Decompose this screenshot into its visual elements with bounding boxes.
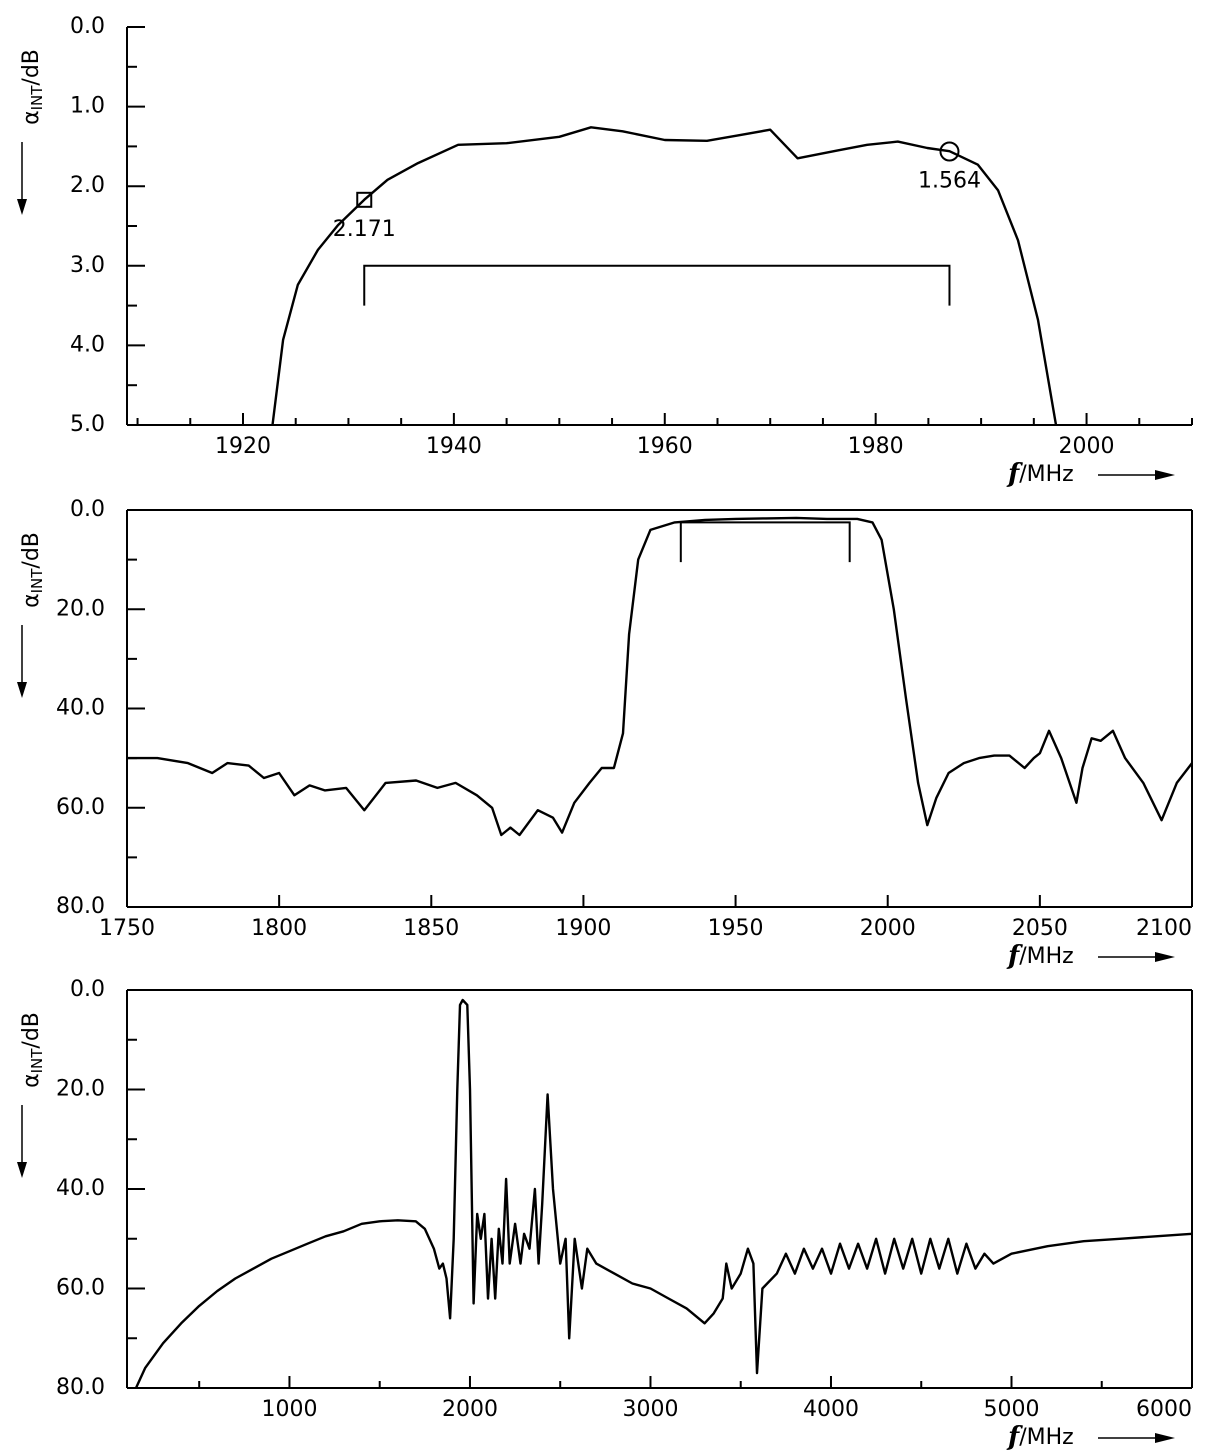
square-marker	[356, 191, 373, 208]
y-label-unit: /dB	[19, 532, 44, 568]
x-tick-label: 1980	[848, 434, 904, 459]
x-label-arrowhead	[1155, 1433, 1175, 1443]
y-axis-label: αINT/dB	[19, 532, 46, 608]
x-tick-label: 5000	[983, 1397, 1039, 1422]
passband-bracket	[679, 521, 851, 563]
y-tick-label: 2.0	[70, 173, 105, 198]
curve	[134, 998, 1193, 1389]
y-tick-label: 60.0	[56, 795, 105, 820]
y-tick-label: 3.0	[70, 253, 105, 278]
marker-label: 1.564	[918, 168, 981, 193]
x-tick-label: 6000	[1136, 1397, 1192, 1422]
y-axis-label: αINT/dB	[19, 49, 46, 125]
x-label-arrowhead	[1155, 470, 1175, 480]
y-tick-label: 0.0	[70, 497, 105, 522]
y-label-symbol: α	[19, 1073, 44, 1088]
y-tick-label: 4.0	[70, 332, 105, 357]
x-label-unit: /MHz	[1019, 1425, 1073, 1450]
x-axis-label: f/MHz	[1006, 941, 1074, 971]
panel: 0.0 1.0 2.0 3.0 4.0 5.0 1920 1940 1960 1980 2000 αI…	[17, 14, 1193, 489]
x-tick-label: 4000	[803, 1397, 859, 1422]
x-label-arrowhead	[1155, 952, 1175, 962]
y-label-symbol: α	[19, 593, 44, 608]
y-tick-label: 0.0	[70, 14, 105, 39]
x-tick-label: 1800	[251, 916, 307, 941]
x-tick-label: 1850	[403, 916, 459, 941]
y-label-unit: /dB	[19, 1012, 44, 1048]
x-tick-label: 1000	[261, 1397, 317, 1422]
x-label-symbol: f	[1006, 941, 1023, 971]
x-tick-label: 1950	[708, 916, 764, 941]
x-tick-label: 2000	[1059, 434, 1115, 459]
y-label-subscript: INT	[28, 568, 46, 594]
y-axis-label: αINT/dB	[19, 1012, 46, 1088]
x-label-symbol: f	[1006, 1422, 1023, 1452]
y-tick-label: 60.0	[56, 1276, 105, 1301]
x-tick-label: 1940	[426, 434, 482, 459]
x-axis-label: f/MHz	[1006, 1422, 1074, 1452]
x-tick-label: 3000	[622, 1397, 678, 1422]
x-axis-label: f/MHz	[1006, 459, 1074, 489]
y-tick-label: 40.0	[56, 1176, 105, 1201]
y-label-arrowhead	[17, 682, 27, 698]
y-tick-label: 5.0	[70, 412, 105, 437]
curve	[271, 126, 1058, 426]
y-tick-label: 40.0	[56, 696, 105, 721]
y-label-arrowhead	[17, 199, 27, 215]
y-label-arrowhead	[17, 1162, 27, 1178]
x-tick-label: 1900	[555, 916, 611, 941]
passband-bracket	[363, 264, 951, 306]
x-tick-label: 2050	[1012, 916, 1068, 941]
y-tick-label: 1.0	[70, 94, 105, 119]
x-tick-label: 2100	[1136, 916, 1192, 941]
x-label-unit: /MHz	[1019, 462, 1073, 487]
y-tick-label: 0.0	[70, 977, 105, 1002]
y-label-symbol: α	[19, 110, 44, 125]
y-label-subscript: INT	[28, 85, 46, 111]
x-tick-label: 2000	[442, 1397, 498, 1422]
y-label-unit: /dB	[19, 49, 44, 85]
x-tick-label: 1750	[99, 916, 155, 941]
panel: 0.0 20.0 40.0 60.0 80.0 1000 2000 3000 4000 5000 6…	[17, 977, 1193, 1452]
y-tick-label: 80.0	[56, 894, 105, 919]
x-label-unit: /MHz	[1019, 944, 1073, 969]
x-tick-label: 2000	[860, 916, 916, 941]
circle-marker	[939, 141, 960, 162]
y-label-subscript: INT	[28, 1048, 46, 1074]
y-tick-label: 20.0	[56, 596, 105, 621]
x-tick-label: 1960	[637, 434, 693, 459]
x-label-symbol: f	[1006, 459, 1023, 489]
curve	[127, 516, 1193, 837]
x-tick-label: 1920	[215, 434, 271, 459]
y-tick-label: 80.0	[56, 1375, 105, 1400]
y-tick-label: 20.0	[56, 1077, 105, 1102]
